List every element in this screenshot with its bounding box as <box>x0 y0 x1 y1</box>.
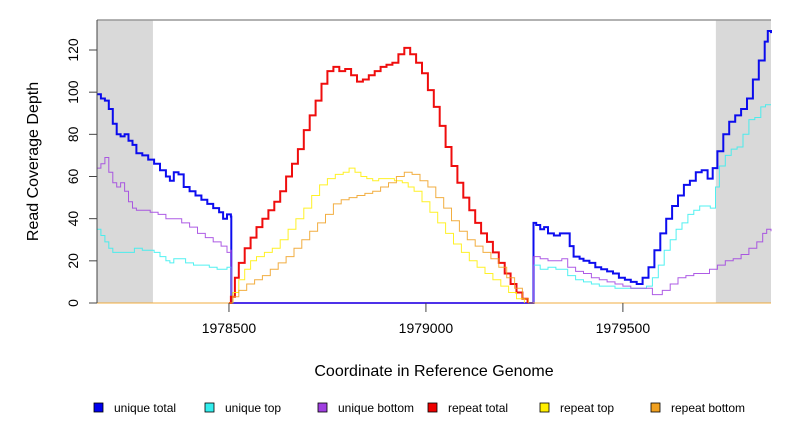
y-axis-ticks: 0 20 40 60 80 100 120 <box>65 38 97 307</box>
y-tick-label: 20 <box>65 253 81 269</box>
legend-label: repeat top <box>560 401 614 415</box>
series-unique-bottom <box>97 157 772 304</box>
legend-label: unique bottom <box>338 401 414 415</box>
series-repeat-total <box>229 46 529 304</box>
legend-swatch <box>427 402 438 413</box>
legend-swatch <box>317 402 328 413</box>
legend-item-unique-top: unique top <box>204 401 281 415</box>
legend-label: repeat bottom <box>671 401 745 415</box>
legend-label: unique top <box>225 401 281 415</box>
x-tick-label: 1979000 <box>399 320 454 336</box>
x-axis-title: Coordinate in Reference Genome <box>314 363 553 380</box>
x-tick-label: 1978500 <box>202 320 257 336</box>
y-axis-title: Read Coverage Depth <box>25 82 42 241</box>
series-repeat-bottom <box>97 171 771 304</box>
legend-item-repeat-top: repeat top <box>539 401 614 415</box>
shaded-region-left-flank <box>97 20 153 303</box>
y-tick-label: 60 <box>65 169 81 185</box>
series-lines <box>97 30 772 304</box>
legend-swatch <box>93 402 104 413</box>
y-tick-label: 80 <box>65 126 81 142</box>
shaded-region-right-flank <box>715 20 771 303</box>
series-unique-top <box>97 104 771 304</box>
y-tick-label: 100 <box>65 80 81 104</box>
y-tick-label: 0 <box>65 299 81 307</box>
x-tick-label: 1979500 <box>596 320 651 336</box>
y-tick-label: 120 <box>65 38 81 62</box>
legend-item-unique-bottom: unique bottom <box>317 401 414 415</box>
legend-swatch <box>650 402 661 413</box>
legend-swatch <box>204 402 215 413</box>
legend-label: repeat total <box>448 401 508 415</box>
axes <box>96 19 771 303</box>
legend-swatch <box>539 402 550 413</box>
series-repeat-top <box>229 167 525 304</box>
legend-item-unique-total: unique total <box>93 401 176 415</box>
legend-label: unique total <box>114 401 176 415</box>
y-tick-label: 40 <box>65 211 81 227</box>
legend-item-repeat-total: repeat total <box>427 401 508 415</box>
x-axis-ticks: 1978500 1979000 1979500 <box>202 303 651 336</box>
shaded-regions <box>97 20 771 303</box>
legend: unique total unique top unique bottom repea… <box>93 401 745 415</box>
legend-item-repeat-bottom: repeat bottom <box>650 401 745 415</box>
series-unique-total <box>97 30 772 304</box>
